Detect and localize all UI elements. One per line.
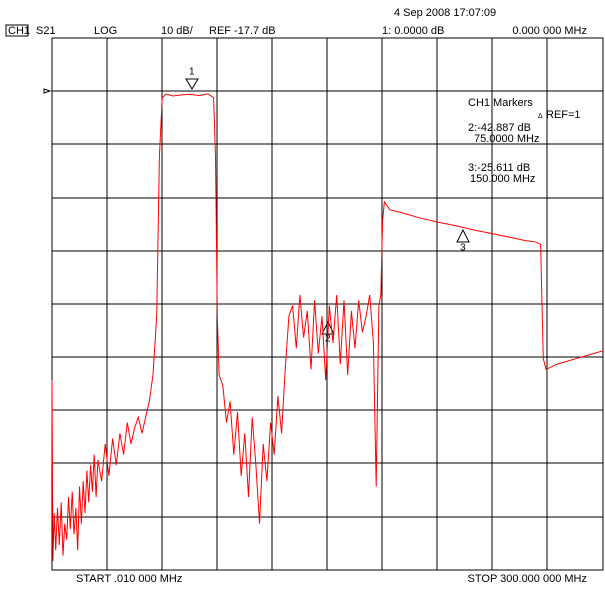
reference-pointer: [43, 88, 52, 94]
marker-2-frequency: 75.0000 MHz: [474, 133, 539, 145]
marker-label: 1: [189, 67, 195, 78]
trace: [51, 93, 604, 562]
markers-title: CH1 Markers: [468, 97, 533, 109]
format: LOG: [94, 25, 117, 37]
parameter: S21: [36, 25, 56, 37]
stop-frequency: STOP 300.000 000 MHz: [468, 573, 587, 585]
start-frequency: START .010 000 MHz: [76, 573, 182, 585]
marker-3-frequency: 150.000 MHz: [470, 173, 535, 185]
marker-value: 1: 0.0000 dB: [382, 25, 444, 37]
channel-box: [5, 24, 29, 37]
reference: REF -17.7 dB: [209, 25, 276, 37]
marker-3-value: 3:-25.611 dB: [468, 162, 530, 174]
marker-symbol: [456, 228, 470, 243]
marker-label: 3: [460, 243, 466, 254]
marker-symbol: [185, 78, 199, 90]
datetime: 4 Sep 2008 17:07:09: [394, 7, 496, 19]
channel: CH1: [8, 25, 30, 37]
marker-frequency: 0.000 000 MHz: [512, 25, 587, 37]
marker-2-value: 2:-42.887 dB: [468, 122, 531, 134]
scale: 10 dB/: [161, 25, 194, 37]
marker-panel: CH1 Markers Δ REF=1 2:-42.887 dB 75.0000…: [468, 97, 581, 185]
markers-ref: REF=1: [546, 109, 581, 121]
header: CH1 S21 LOG 10 dB/ REF -17.7 dB 4 Sep 20…: [5, 7, 587, 37]
delta-symbol: Δ: [538, 113, 543, 120]
grid: [43, 37, 604, 571]
